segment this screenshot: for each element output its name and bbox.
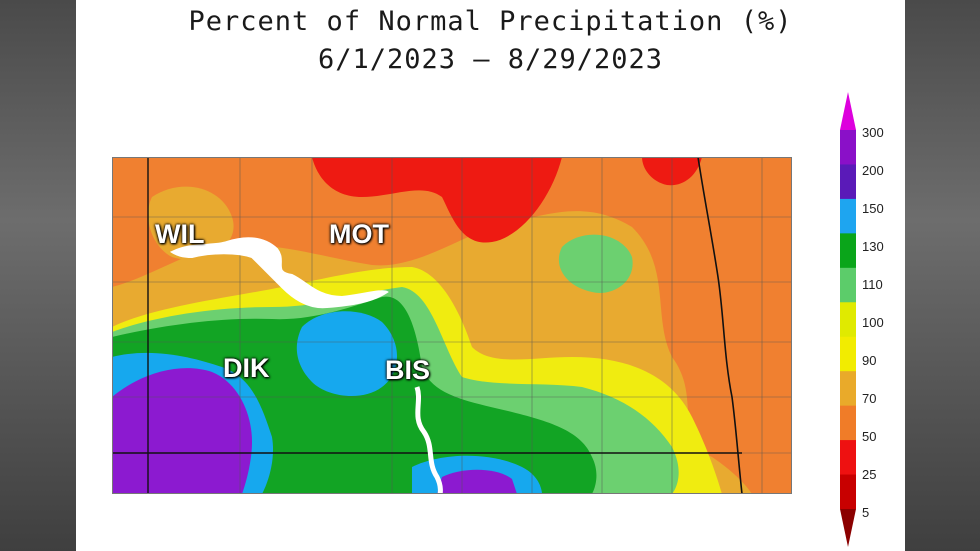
legend-swatch [840, 130, 856, 165]
legend-tick-25: 25 [862, 467, 877, 482]
map-title: Percent of Normal Precipitation (%) [188, 6, 793, 37]
region-200-300-south [437, 469, 517, 494]
legend-swatch [840, 198, 856, 234]
city-label-wil: WIL [155, 219, 205, 249]
precipitation-map [112, 157, 792, 494]
legend-tick-130: 130 [862, 239, 884, 254]
city-label-dik: DIK [223, 353, 270, 383]
legend-tick-300: 300 [862, 125, 884, 140]
background-left [0, 0, 76, 551]
legend-arrow-top [840, 92, 856, 130]
legend-swatch [840, 302, 856, 338]
legend-swatch [840, 233, 856, 269]
legend-swatch [840, 371, 856, 407]
legend-swatch [840, 405, 856, 441]
color-legend [840, 92, 856, 547]
legend-tick-100: 100 [862, 315, 884, 330]
legend-swatch [840, 440, 856, 476]
missouri-river-south [414, 386, 443, 494]
date-range: 6/1/2023 – 8/29/2023 [317, 44, 664, 75]
region-200-300 [112, 368, 252, 494]
region-lt50-north [312, 157, 562, 243]
legend-swatch [840, 267, 856, 303]
legend-tick-90: 90 [862, 353, 877, 368]
legend-tick-50: 50 [862, 429, 877, 444]
legend-swatch [840, 474, 856, 510]
region-150-200-bis [296, 311, 397, 397]
legend-tick-5: 5 [862, 505, 870, 520]
city-label-mot: MOT [329, 219, 389, 249]
legend-swatch [840, 336, 856, 372]
legend-tick-110: 110 [862, 277, 883, 292]
background-right [905, 0, 980, 551]
legend-swatch [840, 164, 856, 200]
city-label-bis: BIS [385, 355, 431, 385]
legend-tick-200: 200 [862, 163, 884, 178]
legend-tick-150: 150 [862, 201, 884, 216]
region-70-90-west [148, 186, 234, 260]
map-frame [112, 157, 792, 494]
legend-tick-70: 70 [862, 391, 877, 406]
red-river-border [697, 157, 743, 494]
legend-arrow-bottom [840, 509, 856, 547]
missouri-river [169, 237, 389, 309]
region-110-130-ne [558, 234, 633, 293]
